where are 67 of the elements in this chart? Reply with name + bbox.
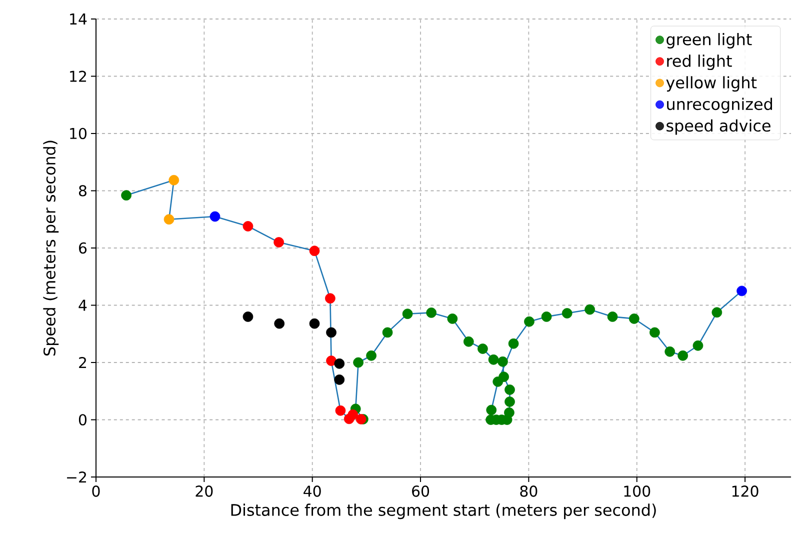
point: [447, 314, 458, 324]
point: [488, 354, 499, 365]
point: [607, 312, 618, 322]
point: [309, 318, 320, 329]
point: [382, 327, 393, 338]
point: [334, 374, 345, 385]
x-tick-label: 0: [92, 486, 100, 497]
point: [508, 338, 519, 349]
y-tick-label: 8: [78, 185, 86, 196]
legend-label: yellow light: [666, 76, 757, 92]
y-axis-title: Speed (meters per second): [43, 140, 59, 356]
point: [274, 237, 284, 248]
x-tick-label: 20: [196, 486, 213, 497]
point: [463, 336, 474, 347]
y-tick-label: 12: [70, 70, 86, 82]
point: [486, 404, 497, 416]
point: [242, 312, 254, 322]
point: [664, 346, 676, 357]
x-tick-label: 40: [304, 486, 321, 497]
point: [164, 214, 174, 225]
point: [736, 286, 747, 296]
point: [492, 376, 504, 387]
point: [504, 396, 515, 407]
x-tick-label: 100: [624, 486, 650, 497]
point: [402, 308, 413, 320]
y-tick-label: −2: [67, 471, 86, 483]
point: [334, 358, 345, 369]
point: [478, 344, 488, 354]
point: [650, 327, 660, 338]
point: [584, 304, 595, 315]
legend-label: unrecognized: [667, 98, 772, 114]
point: [692, 340, 704, 351]
x-tick-label: 60: [412, 486, 430, 497]
point: [121, 190, 132, 201]
point: [325, 293, 336, 304]
point: [426, 308, 437, 318]
legend-label: speed advice: [666, 119, 770, 135]
y-tick-label: 4: [78, 300, 87, 311]
point: [712, 307, 722, 318]
point: [335, 405, 346, 416]
point: [356, 414, 366, 424]
point: [348, 409, 358, 420]
y-tick-label: 14: [70, 14, 87, 24]
point: [562, 308, 572, 318]
legend-label: green light: [666, 33, 752, 48]
y-tick-label: 10: [70, 128, 86, 140]
point: [366, 350, 376, 361]
point: [168, 174, 180, 186]
point: [274, 318, 285, 329]
point: [242, 221, 254, 232]
x-tick-label: 120: [732, 486, 758, 497]
point: [504, 384, 515, 395]
point: [541, 312, 552, 322]
legend-label: red light: [667, 54, 732, 70]
point: [210, 211, 220, 222]
point: [326, 327, 336, 338]
point: [524, 316, 534, 327]
point: [628, 314, 640, 324]
point: [353, 357, 364, 368]
x-tick-label: 80: [520, 486, 538, 497]
x-axis-title: Distance from the segment start (meters per second): [231, 504, 656, 520]
y-tick-label: 0: [78, 414, 86, 426]
point: [309, 246, 320, 256]
y-tick-label: 2: [79, 356, 86, 368]
y-tick-label: 6: [79, 242, 87, 254]
point: [678, 350, 688, 361]
point: [498, 356, 508, 367]
